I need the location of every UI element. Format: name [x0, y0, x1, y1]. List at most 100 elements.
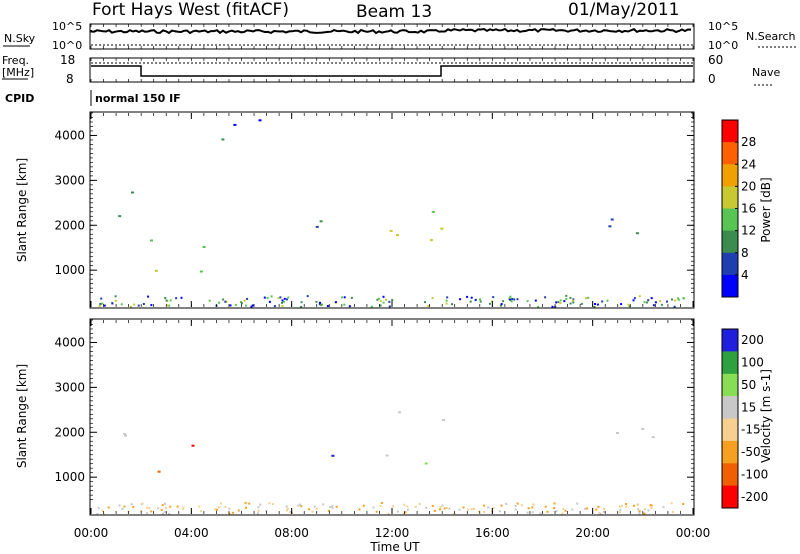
power-echo-cell — [98, 305, 101, 307]
x-tick-label: 16:00 — [475, 526, 510, 540]
power-echo-cell — [240, 302, 243, 305]
power-echo-cell — [101, 302, 104, 305]
power-echo-cell — [224, 300, 227, 303]
velocity-echo-cell — [268, 502, 271, 505]
y-tick-label: 3000 — [54, 173, 85, 187]
colorbar-tick-label: 24 — [741, 157, 756, 171]
velocity-echo-cell — [553, 502, 556, 505]
power-echo-cell — [666, 300, 668, 303]
x-tick-label: 12:00 — [375, 526, 410, 540]
power-echo-cell — [266, 296, 269, 299]
power-echo-cell — [111, 302, 114, 305]
colorbar-swatch — [722, 120, 738, 143]
velocity-echo-cell — [329, 505, 332, 508]
power-echo-cell — [283, 300, 285, 303]
velocity-echo-cell — [163, 511, 166, 514]
velocity-echo-cell — [438, 508, 441, 511]
power-echo-cell — [287, 296, 290, 299]
power-echo-cell — [513, 298, 516, 301]
power-echo-cell — [114, 299, 117, 302]
power-echo-cell — [225, 300, 228, 303]
power-echo-cell — [250, 305, 253, 308]
colorbar-swatch — [722, 329, 738, 352]
velocity-ylabel: Slant Range [km] — [15, 364, 29, 468]
power-echo-cell — [385, 298, 387, 301]
power-echo-cell — [99, 303, 102, 306]
colorbar-swatch — [722, 373, 738, 397]
power-echo-cell — [350, 296, 353, 299]
velocity-echo-cell — [632, 504, 635, 507]
power-echo-cell — [281, 301, 283, 304]
power-echo-cell — [376, 298, 379, 301]
nave-label: Nave — [752, 66, 780, 79]
velocity-echo-cell — [425, 506, 428, 509]
power-echo-cell — [388, 300, 391, 303]
velocity-echo-cell — [406, 508, 409, 511]
power-echo-cell — [502, 300, 505, 303]
colorbar-tick-label: 8 — [741, 246, 749, 260]
velocity-echo-cell — [331, 506, 334, 509]
power-echo-cell — [445, 302, 448, 305]
velocity-echo-cell — [531, 511, 534, 514]
power-echo-cell — [643, 301, 646, 304]
power-echo-cell — [279, 296, 282, 299]
velocity-echo-cell — [670, 502, 673, 505]
colorbar-swatch — [722, 164, 738, 187]
y-tick-label: 1000 — [54, 263, 85, 277]
velocity-echo-cell — [380, 502, 383, 504]
power-echo-cell — [635, 232, 639, 235]
velocity-echo-cell — [257, 512, 259, 515]
velocity-echo-cell — [483, 504, 486, 507]
velocity-echo-cell — [637, 508, 640, 511]
velocity-echo-cell — [244, 506, 247, 509]
velocity-echo-cell — [132, 505, 135, 508]
power-echo-region — [608, 218, 639, 235]
velocity-echo-cell — [297, 504, 300, 507]
velocity-echo-cell — [595, 508, 598, 511]
velocity-echo-cell — [335, 505, 338, 508]
colorbar-swatch — [722, 186, 738, 209]
velocity-echo-cell — [505, 503, 508, 505]
power-echo-cell — [166, 304, 169, 307]
velocity-echo-cell — [599, 512, 602, 515]
velocity-echo-cell — [492, 507, 495, 510]
x-tick-label: 00:00 — [74, 526, 109, 540]
x-tick-label: 20:00 — [575, 526, 610, 540]
velocity-echo-cell — [562, 508, 565, 511]
velocity-echo-cell — [102, 513, 105, 516]
velocity-echo-cell — [300, 505, 303, 508]
power-colorbar: 28 24 20 16 12 8 4 — [721, 119, 756, 298]
beam-label: Beam 13 — [356, 2, 432, 22]
power-echo-cell — [565, 298, 568, 300]
velocity-echo-cell — [257, 509, 260, 512]
velocity-echo-cell — [514, 508, 517, 511]
power-echo-cell — [557, 301, 560, 304]
velocity-echo-cell — [526, 511, 529, 514]
colorbar-tick-label: -200 — [741, 490, 768, 504]
power-echo-cell — [654, 301, 657, 304]
nsky-trace — [90, 27, 692, 35]
velocity-echo-cell — [555, 510, 558, 513]
velocity-echo-cell — [237, 509, 240, 512]
power-echo-cell — [164, 297, 167, 299]
velocity-echoes — [96, 411, 685, 516]
power-echo-cell — [377, 297, 380, 300]
power-echo-cell — [608, 225, 612, 228]
velocity-echo-cell — [220, 502, 222, 505]
power-echo-cell — [263, 296, 266, 299]
power-echo-cell — [633, 297, 636, 300]
power-echo-cell — [427, 305, 430, 308]
velocity-echo-cell — [433, 510, 436, 512]
velocity-echo-cell — [362, 504, 365, 507]
power-echo-cell — [440, 227, 444, 230]
power-echo-cell — [326, 305, 329, 307]
power-echo-cell — [620, 303, 623, 306]
velocity-echo-cell — [458, 508, 461, 511]
power-echo-cell — [165, 299, 168, 302]
velocity-echo-cell — [214, 508, 217, 511]
colorbar-swatch — [722, 351, 738, 375]
power-echo-cell — [674, 299, 677, 302]
power-echo-region — [315, 220, 323, 228]
station-title: Fort Hays West (fitACF) — [92, 0, 289, 20]
power-echo-cell — [118, 215, 122, 218]
